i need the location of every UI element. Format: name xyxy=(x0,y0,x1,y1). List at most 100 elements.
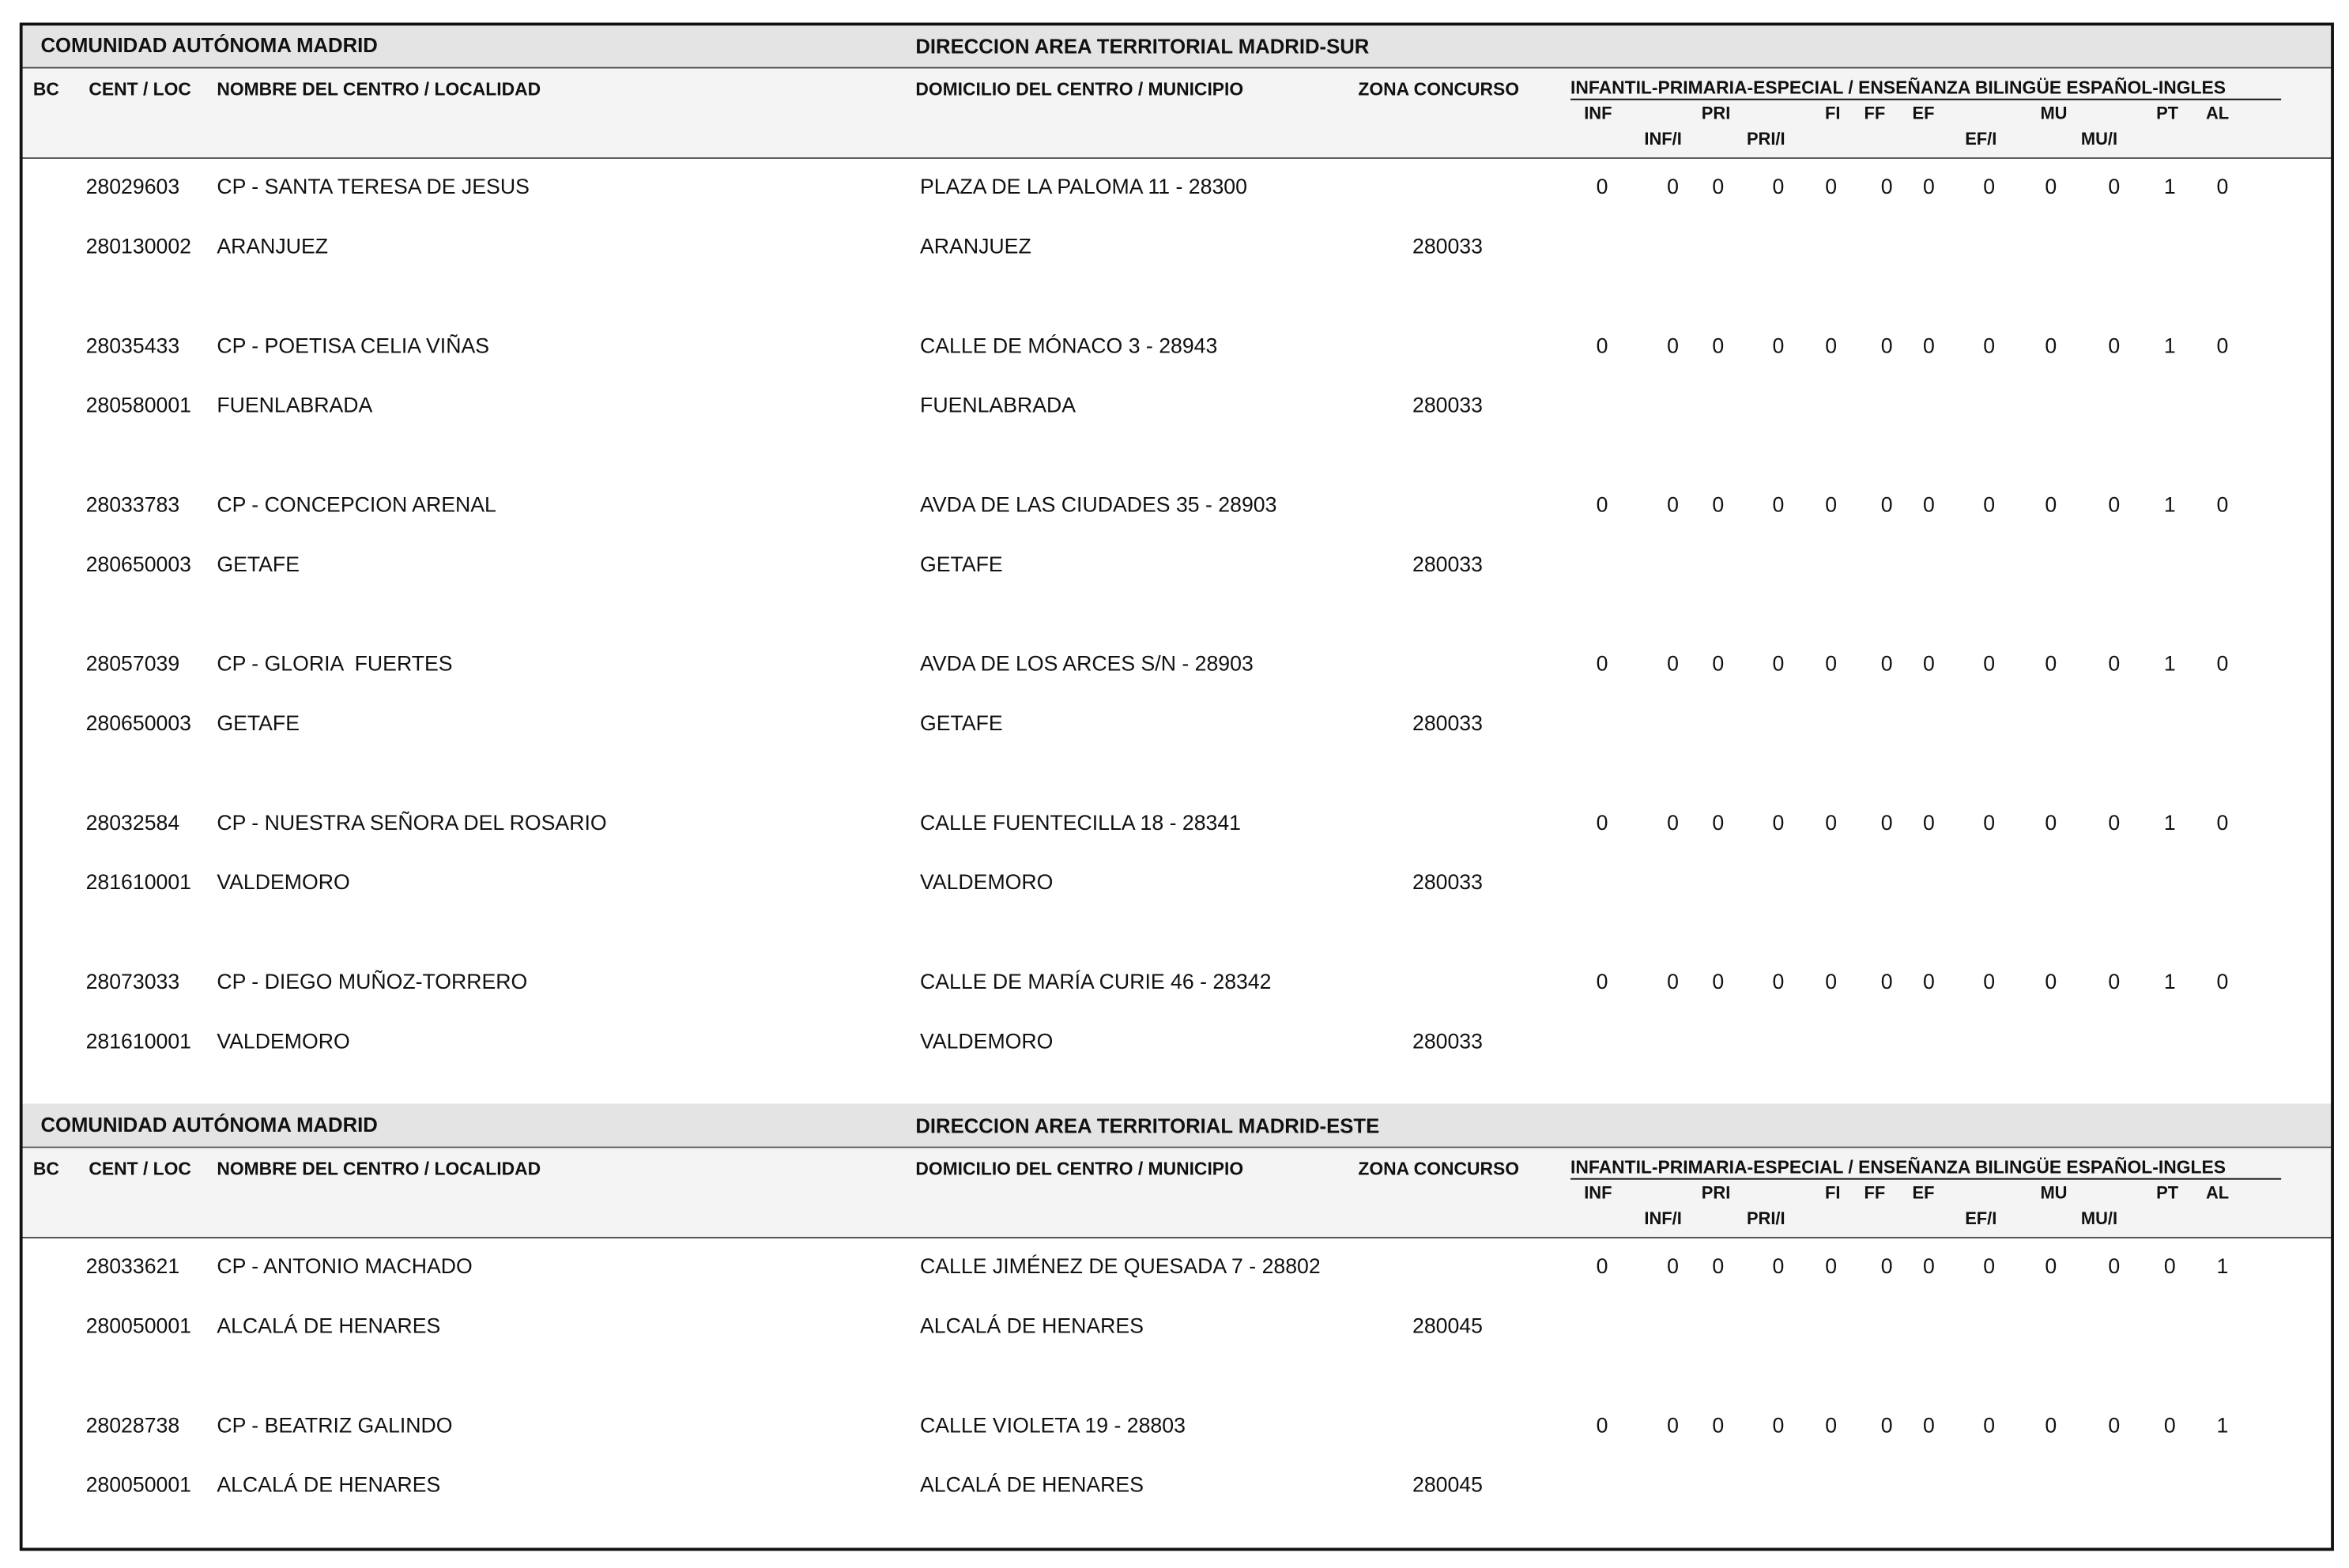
vacancy-count: 0 xyxy=(1923,175,1935,198)
vacancy-count: 0 xyxy=(1712,1413,1724,1437)
vacancy-count: 0 xyxy=(2108,175,2120,198)
section-header-band xyxy=(21,24,2333,68)
address: PLAZA DE LA PALOMA 11 - 28300 xyxy=(920,175,1247,198)
centro-name: CP - DIEGO MUÑOZ-TORRERO xyxy=(217,970,527,993)
column-code: INF/I xyxy=(1644,129,1681,149)
column-code: EF xyxy=(1913,104,1935,123)
vacancy-count: 0 xyxy=(1923,970,1935,993)
column-header-band xyxy=(21,69,2333,159)
centro-code: 28033621 xyxy=(86,1254,180,1278)
vacancy-count: 0 xyxy=(2108,334,2120,357)
column-code: EF/I xyxy=(1965,1208,1996,1228)
vacancy-count: 0 xyxy=(1667,652,1679,676)
vacancy-count: 0 xyxy=(1597,1413,1608,1437)
column-code: AL xyxy=(2206,1183,2229,1203)
column-code: MU xyxy=(2040,1183,2067,1203)
vacancy-count: 0 xyxy=(1712,652,1724,676)
vacancy-count: 0 xyxy=(1881,334,1893,357)
zone: 280033 xyxy=(1412,711,1483,735)
locality: ARANJUEZ xyxy=(217,234,328,258)
column-header: DOMICILIO DEL CENTRO / MUNICIPIO xyxy=(915,1158,1243,1178)
column-group-header: INFANTIL-PRIMARIA-ESPECIAL / ENSEÑANZA B… xyxy=(1570,77,2226,97)
vacancy-count: 0 xyxy=(1773,334,1785,357)
column-code: INF/I xyxy=(1644,1208,1681,1228)
centro-code: 28028738 xyxy=(86,1413,180,1437)
locality: VALDEMORO xyxy=(217,870,349,894)
address: CALLE JIMÉNEZ DE QUESADA 7 - 28802 xyxy=(920,1254,1321,1278)
vacancy-count: 1 xyxy=(2164,175,2176,198)
vacancy-count: 0 xyxy=(1773,493,1785,517)
vacancy-count: 0 xyxy=(1712,811,1724,835)
vacancy-count: 0 xyxy=(1923,652,1935,676)
column-code: PRI/I xyxy=(1747,129,1785,149)
vacancy-count: 0 xyxy=(1825,334,1837,357)
locality: FUENLABRADA xyxy=(217,394,372,417)
vacancy-count: 0 xyxy=(2045,175,2057,198)
column-code: INF xyxy=(1584,1183,1612,1203)
vacancy-count: 0 xyxy=(2217,811,2229,835)
column-header: BC xyxy=(33,1158,59,1178)
vacancy-count: 0 xyxy=(1983,1254,1995,1278)
vacancy-count: 0 xyxy=(1825,493,1837,517)
locality-code: 280130002 xyxy=(86,234,191,258)
vacancy-count: 0 xyxy=(1923,811,1935,835)
vacancy-count: 0 xyxy=(1712,334,1724,357)
vacancy-count: 0 xyxy=(2045,811,2057,835)
vacancy-count: 1 xyxy=(2164,334,2176,357)
vacancy-count: 0 xyxy=(1667,811,1679,835)
vacancy-count: 0 xyxy=(2164,1254,2176,1278)
locality-code: 280650003 xyxy=(86,552,191,576)
vacancy-count: 0 xyxy=(2108,1254,2120,1278)
vacancy-count: 1 xyxy=(2217,1254,2229,1278)
column-code: FF xyxy=(1864,104,1886,123)
direccion: DIRECCION AREA TERRITORIAL MADRID-SUR xyxy=(915,36,1369,58)
centro-code: 28073033 xyxy=(86,970,180,993)
column-code: INF xyxy=(1584,104,1612,123)
section-header-band xyxy=(21,1103,2333,1148)
vacancy-count: 0 xyxy=(1983,652,1995,676)
vacancy-count: 0 xyxy=(1773,1254,1785,1278)
vacancy-count: 0 xyxy=(2217,334,2229,357)
municipality: ALCALÁ DE HENARES xyxy=(920,1314,1144,1337)
vacancy-count: 1 xyxy=(2164,652,2176,676)
direccion: DIRECCION AREA TERRITORIAL MADRID-ESTE xyxy=(915,1116,1379,1138)
municipality: ALCALÁ DE HENARES xyxy=(920,1473,1144,1497)
vacancy-count: 0 xyxy=(2217,970,2229,993)
column-header: DOMICILIO DEL CENTRO / MUNICIPIO xyxy=(915,78,1243,99)
vacancy-count: 0 xyxy=(1773,175,1785,198)
address: CALLE FUENTECILLA 18 - 28341 xyxy=(920,811,1241,835)
vacancy-count: 0 xyxy=(1597,334,1608,357)
vacancy-count: 0 xyxy=(1825,811,1837,835)
vacancy-count: 0 xyxy=(1881,970,1893,993)
column-code: MU xyxy=(2040,104,2067,123)
vacancy-count: 0 xyxy=(1773,1413,1785,1437)
column-header: ZONA CONCURSO xyxy=(1358,1158,1519,1178)
group-header: INFANTIL-PRIMARIA-ESPECIAL / ENSEÑANZA B… xyxy=(1570,77,2282,100)
vacancy-count: 0 xyxy=(1597,1254,1608,1278)
address: CALLE DE MÓNACO 3 - 28943 xyxy=(920,334,1217,357)
address: CALLE DE MARÍA CURIE 46 - 28342 xyxy=(920,970,1271,993)
vacancy-count: 0 xyxy=(2108,970,2120,993)
vacancy-count: 0 xyxy=(2045,970,2057,993)
vacancy-count: 0 xyxy=(2045,652,2057,676)
vacancy-count: 1 xyxy=(2164,811,2176,835)
column-group-header: INFANTIL-PRIMARIA-ESPECIAL / ENSEÑANZA B… xyxy=(1570,1156,2226,1177)
column-header: NOMBRE DEL CENTRO / LOCALIDAD xyxy=(217,1158,541,1178)
centro-code: 28057039 xyxy=(86,652,180,676)
centro-name: CP - POETISA CELIA VIÑAS xyxy=(217,334,489,357)
vacancy-count: 0 xyxy=(1881,493,1893,517)
vacancy-count: 0 xyxy=(1825,652,1837,676)
address: AVDA DE LOS ARCES S/N - 28903 xyxy=(920,652,1254,676)
vacancy-count: 0 xyxy=(2217,175,2229,198)
municipality: VALDEMORO xyxy=(920,1029,1053,1053)
centro-name: CP - BEATRIZ GALINDO xyxy=(217,1413,452,1437)
vacancy-count: 0 xyxy=(1667,1254,1679,1278)
vacancy-count: 0 xyxy=(1923,1413,1935,1437)
zone: 280033 xyxy=(1412,234,1483,258)
column-header: CENT / LOC xyxy=(89,1158,191,1178)
centro-name: CP - NUESTRA SEÑORA DEL ROSARIO xyxy=(217,811,606,835)
outer-border xyxy=(19,22,2334,1551)
vacancy-count: 0 xyxy=(1597,652,1608,676)
municipality: ARANJUEZ xyxy=(920,234,1031,258)
